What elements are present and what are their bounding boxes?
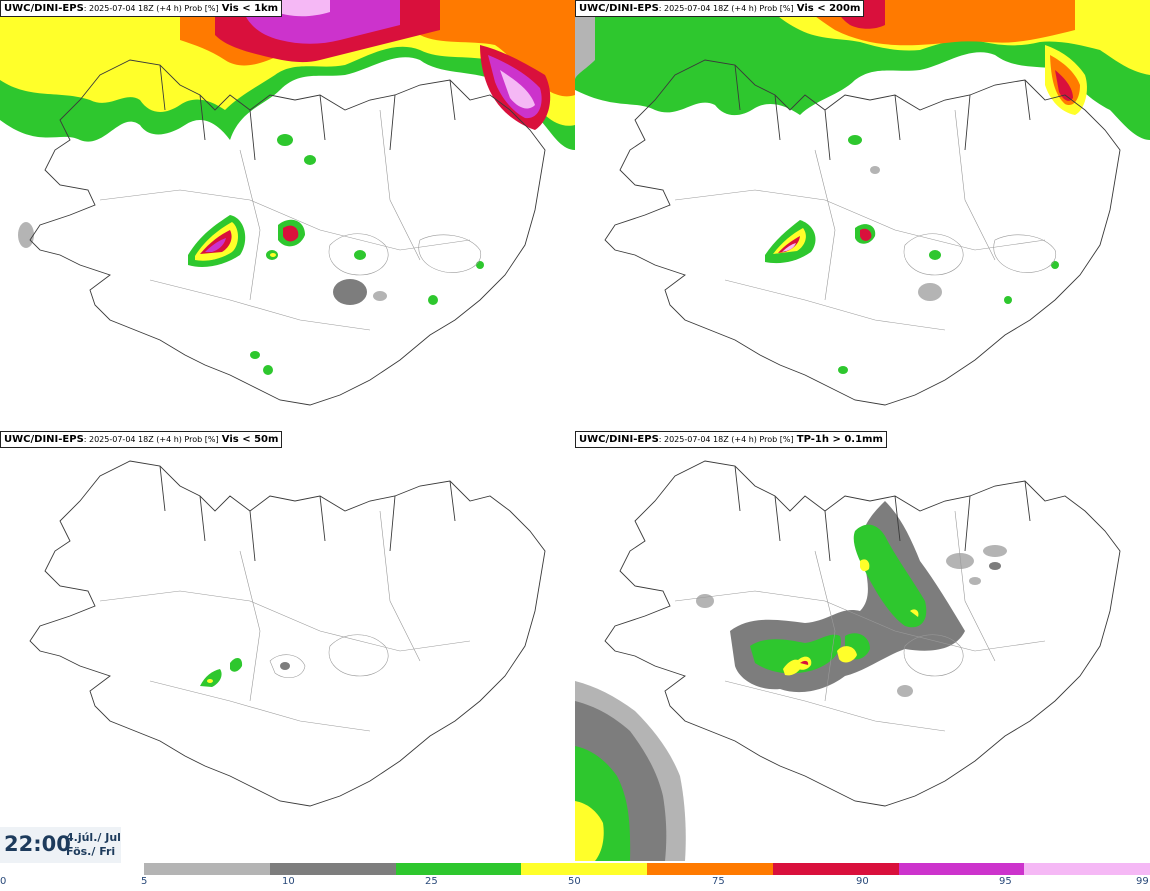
title-variable: Vis < 50m [221,434,279,445]
date-line-2: Fös./ Fri [66,845,116,858]
date-line-1: 4.júl./ Jul [66,831,121,844]
probability-field [575,501,1007,861]
legend-tick: 0 [0,876,7,887]
legend-tick: 90 [856,876,869,887]
legend-swatch [647,863,773,875]
map-panel-vis-50m: UWC/DINI-EPS: 2025-07-04 18Z (+4 h) Prob… [0,431,575,861]
valid-date: 4.júl./ Jul Fös./ Fri [66,831,121,859]
title-variable: TP-1h > 0.1mm [796,434,883,445]
legend-colorbar [144,863,1150,875]
map-panel-vis-200m: UWC/DINI-EPS: 2025-07-04 18Z (+4 h) Prob… [575,0,1150,430]
legend-swatch [269,863,396,875]
legend-tick: 75 [712,876,725,887]
coastline [29,59,546,406]
legend-tick: 25 [425,876,438,887]
panel-title: UWC/DINI-EPS: 2025-07-04 18Z (+4 h) Prob… [575,431,887,448]
coastline [29,460,546,807]
title-source: UWC/DINI-EPS [579,434,659,445]
map-canvas [575,0,1150,406]
map-canvas [29,460,546,807]
title-meta: : 2025-07-04 18Z (+4 h) Prob [%] [83,4,219,13]
region-boundaries [99,109,482,331]
valid-time: 22:00 [4,832,71,856]
panel-title: UWC/DINI-EPS: 2025-07-04 18Z (+4 h) Prob… [0,431,283,448]
region-boundaries [674,109,1057,331]
timestamp-box: 22:00 4.júl./ Jul Fös./ Fri [0,827,121,863]
map-canvas [0,0,575,406]
coastline [604,59,1121,406]
title-meta: : 2025-07-04 18Z (+4 h) Prob [%] [658,4,794,13]
legend-tick: 50 [568,876,581,887]
title-meta: : 2025-07-04 18Z (+4 h) Prob [%] [83,435,219,444]
legend-swatch [898,863,1025,875]
title-variable: Vis < 200m [796,3,861,14]
title-source: UWC/DINI-EPS [4,3,84,14]
probability-field [200,657,290,687]
legend-swatch [1024,863,1150,875]
panel-title: UWC/DINI-EPS: 2025-07-04 18Z (+4 h) Prob… [575,0,865,17]
legend-swatch [521,863,647,875]
map-canvas [575,460,1121,861]
title-variable: Vis < 1km [221,3,279,14]
region-boundaries [674,510,1046,732]
title-meta: : 2025-07-04 18Z (+4 h) Prob [%] [658,435,794,444]
legend-tick: 5 [141,876,148,887]
probability-field [575,0,1150,374]
legend-swatch [395,863,522,875]
legend-swatch [772,863,899,875]
region-boundaries [99,510,471,732]
legend-tick: 99 [1136,876,1149,887]
coastline [604,460,1121,807]
legend-tick: 95 [999,876,1012,887]
title-source: UWC/DINI-EPS [4,434,84,445]
map-panel-precip: UWC/DINI-EPS: 2025-07-04 18Z (+4 h) Prob… [575,431,1150,861]
map-panel-vis-1km: UWC/DINI-EPS: 2025-07-04 18Z (+4 h) Prob… [0,0,575,430]
probability-field [0,0,575,375]
legend-swatch [144,863,270,875]
panel-title: UWC/DINI-EPS: 2025-07-04 18Z (+4 h) Prob… [0,0,283,17]
legend-tick: 10 [282,876,295,887]
title-source: UWC/DINI-EPS [579,3,659,14]
